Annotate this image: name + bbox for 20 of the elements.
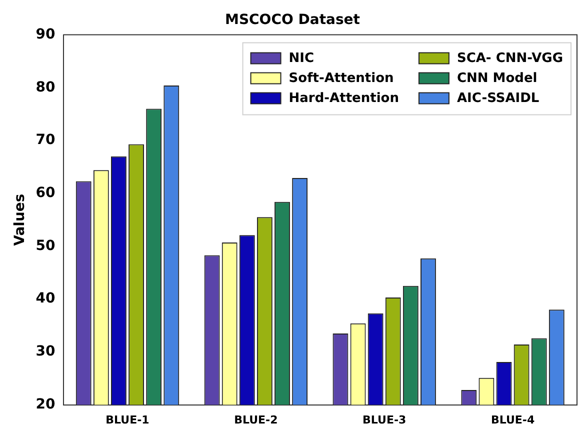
- y-tick-label: 30: [36, 344, 56, 360]
- legend-label: AIC-SSAIDL: [456, 91, 540, 106]
- legend-label: Soft-Attention: [288, 71, 394, 86]
- y-axis-title: Values: [12, 194, 28, 246]
- x-tick-label: BLUE-4: [490, 413, 535, 426]
- legend-label: Hard-Attention: [288, 91, 399, 106]
- y-tick-label: 40: [36, 290, 56, 307]
- y-tick-label: 80: [36, 79, 56, 96]
- y-tick-label: 70: [36, 132, 56, 148]
- legend-label: CNN Model: [456, 71, 538, 86]
- y-tick-label: 50: [36, 238, 56, 254]
- x-tick-label: BLUE-2: [234, 413, 278, 426]
- y-tick-label: 20: [36, 396, 56, 412]
- legend-label: NIC: [288, 51, 314, 66]
- legend-label: SCA- CNN-VGG: [456, 51, 564, 66]
- y-tick-label: 60: [36, 185, 56, 202]
- y-tick-label: 90: [36, 26, 56, 42]
- chart-title: MSCOCO Dataset: [225, 12, 360, 28]
- x-tick-label: BLUE-3: [362, 413, 406, 426]
- x-tick-label: BLUE-1: [106, 413, 150, 426]
